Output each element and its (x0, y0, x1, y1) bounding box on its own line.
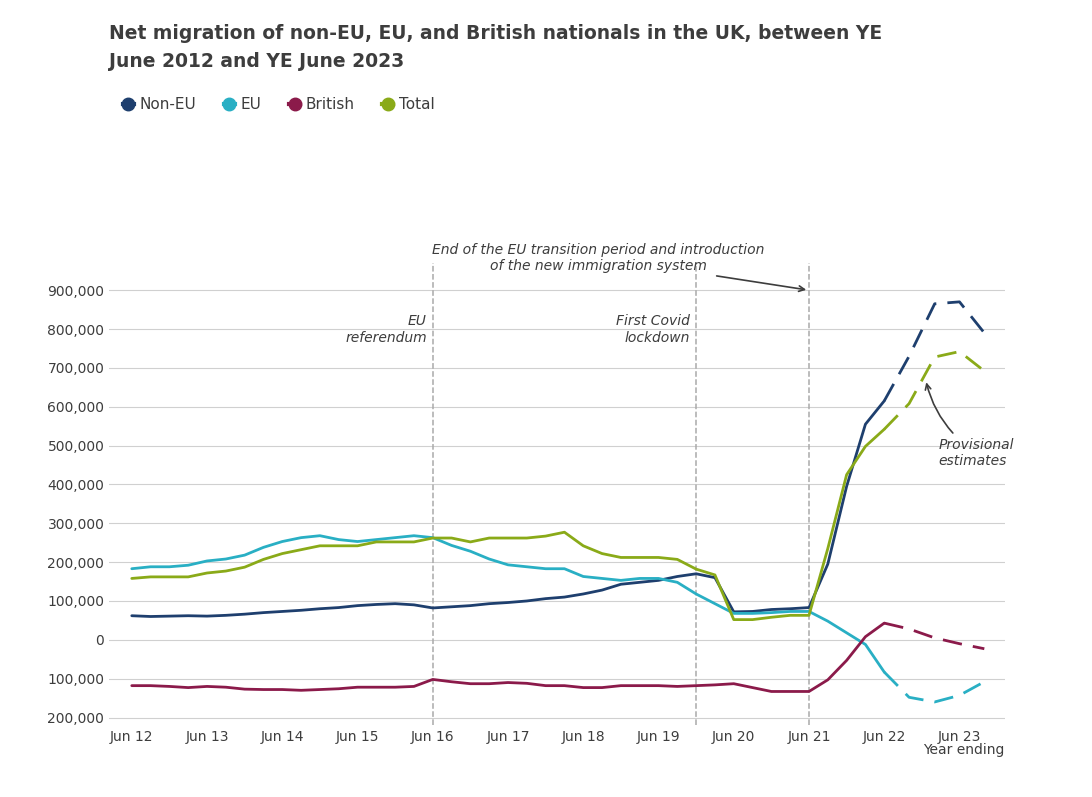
Text: End of the EU transition period and introduction
of the new immigration system: End of the EU transition period and intr… (432, 242, 805, 292)
Text: June 2012 and YE June 2023: June 2012 and YE June 2023 (109, 52, 404, 71)
Text: Provisional
estimates: Provisional estimates (925, 384, 1014, 468)
Text: Net migration of non-EU, EU, and British nationals in the UK, between YE: Net migration of non-EU, EU, and British… (109, 24, 882, 43)
Text: First Covid
lockdown: First Covid lockdown (616, 313, 690, 345)
Legend: Non-EU, EU, British, Total: Non-EU, EU, British, Total (117, 92, 441, 119)
Text: Year ending: Year ending (923, 743, 1005, 756)
Text: EU
referendum: EU referendum (345, 313, 427, 345)
